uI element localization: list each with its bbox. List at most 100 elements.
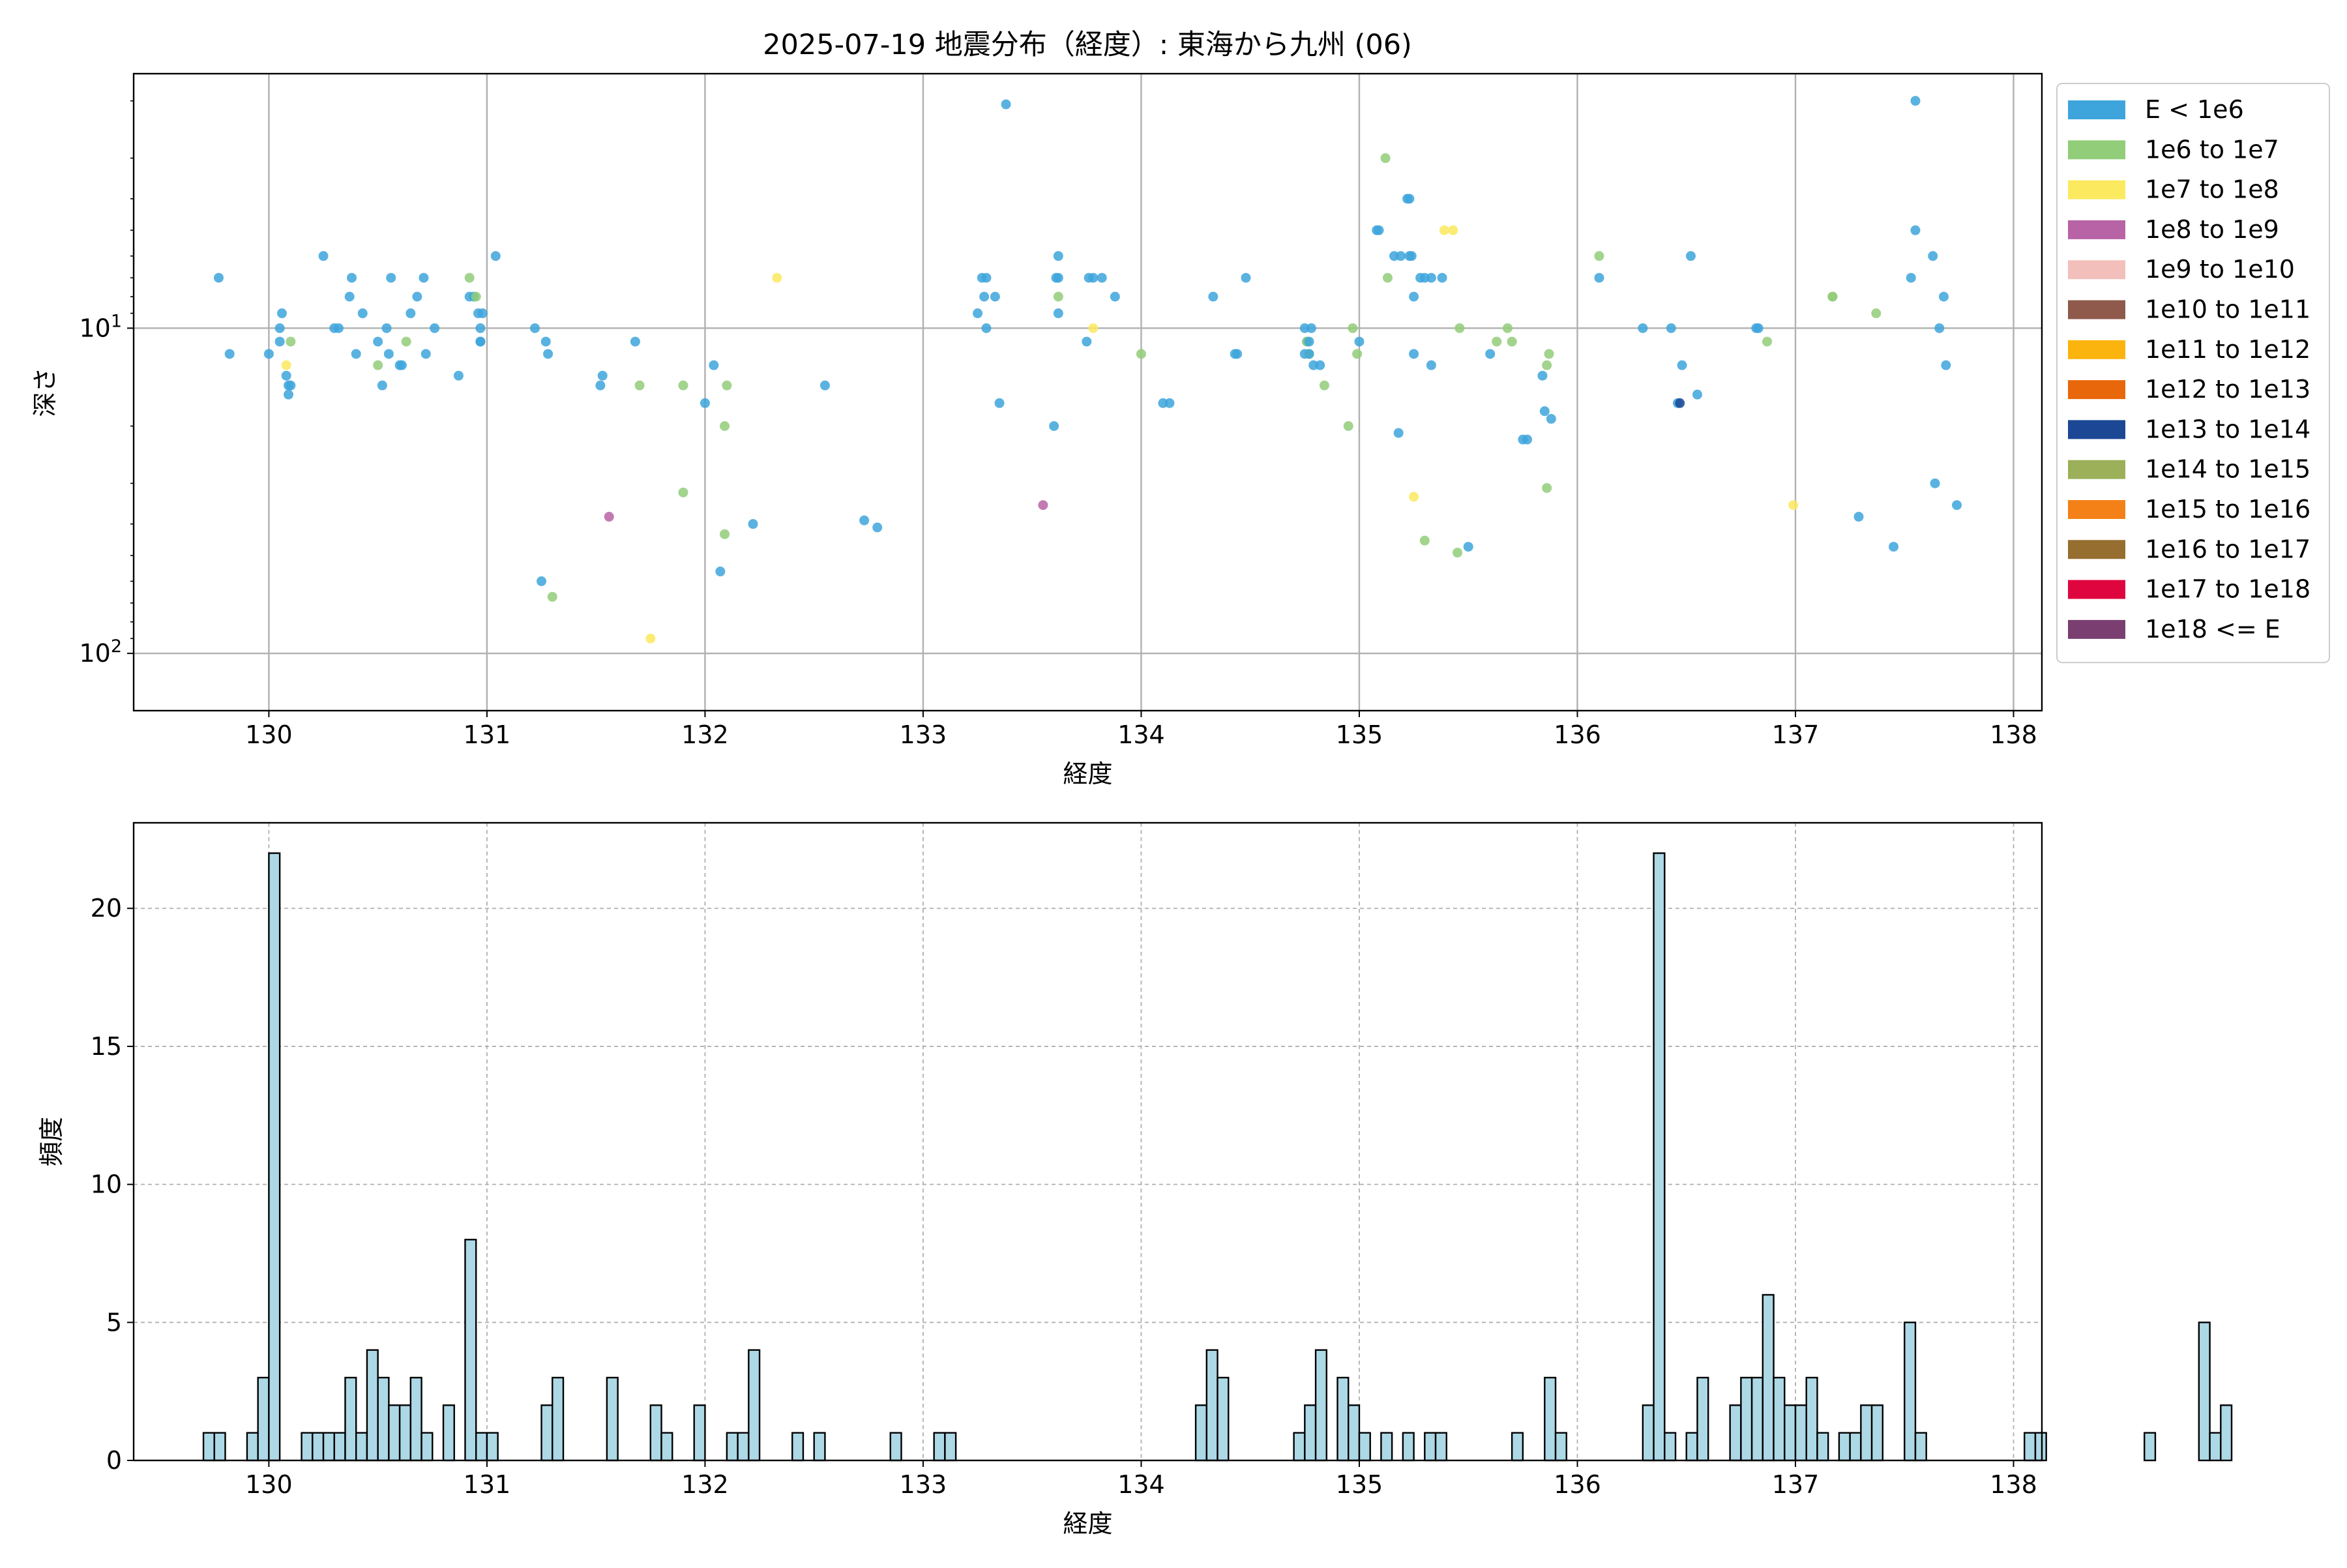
histogram-bar (1773, 1376, 1786, 1462)
legend-label: E < 1e6 (2145, 95, 2244, 124)
scatter-point (1941, 360, 1951, 370)
y-tick-label: 101 (79, 311, 122, 342)
scatter-point (1409, 492, 1419, 502)
histogram-bar (2209, 1432, 2222, 1462)
plot-frame (132, 72, 2043, 712)
histogram-bar (889, 1432, 902, 1462)
scatter-point (1542, 482, 1552, 493)
histogram-bar (791, 1432, 804, 1462)
x-tick-label: 136 (1554, 1470, 1601, 1499)
scatter-point (1492, 336, 1502, 347)
histogram-bar (1642, 1404, 1655, 1462)
histogram-bar (398, 1404, 412, 1462)
scatter-point (1485, 349, 1496, 359)
histogram-bar (355, 1432, 368, 1462)
histogram-bar (1194, 1404, 1208, 1462)
histogram-bar (737, 1432, 750, 1462)
y-tick-label: 20 (91, 894, 122, 923)
histogram-bar (1205, 1349, 1218, 1462)
scatter-point (1542, 360, 1552, 370)
scatter-point (1053, 273, 1063, 283)
histogram-bar (1653, 852, 1666, 1462)
scatter-point (715, 567, 726, 577)
scatter-point (720, 529, 730, 539)
legend-label: 1e10 to 1e11 (2145, 295, 2310, 324)
histogram-bar (660, 1432, 673, 1462)
histogram-bar (442, 1404, 455, 1462)
scatter-point (1053, 251, 1063, 261)
scatter-point (1853, 512, 1864, 522)
scatter-point (981, 273, 992, 283)
histogram-bar (377, 1376, 390, 1462)
scatter-point (406, 308, 416, 319)
histogram-bar (1816, 1432, 1829, 1462)
histogram-bar (202, 1432, 215, 1462)
legend-label: 1e13 to 1e14 (2145, 415, 2310, 443)
scatter-point (1934, 323, 1945, 333)
scatter-point (1088, 273, 1099, 283)
scatter-point (1889, 542, 1899, 552)
histogram-bar (464, 1239, 477, 1462)
histogram-bar (1664, 1432, 1677, 1462)
histogram-bar (944, 1432, 957, 1462)
scatter-point (990, 291, 1000, 302)
scatter-point (274, 323, 285, 333)
scatter-point (1454, 323, 1465, 333)
scatter-point (1406, 251, 1417, 261)
histogram-bar (312, 1432, 325, 1462)
scatter-point (1409, 349, 1419, 359)
histogram-bar (322, 1432, 335, 1462)
scatter-point (722, 380, 732, 391)
x-tick-label: 135 (1336, 1470, 1383, 1499)
scatter-point (1396, 251, 1406, 261)
histogram-bar (1685, 1432, 1698, 1462)
scatter-point (1315, 360, 1325, 370)
histogram-bar (257, 1376, 270, 1462)
scatter-point (709, 360, 719, 370)
x-tick-label: 138 (1990, 1470, 2037, 1499)
scatter-point (1164, 398, 1175, 408)
scatter-point (1304, 349, 1314, 359)
scatter-point (1380, 153, 1391, 164)
legend-swatch (2068, 220, 2125, 239)
scatter-point (1546, 413, 1556, 424)
scatter-point (1241, 273, 1251, 283)
scatter-point (530, 323, 540, 333)
scatter-point (819, 380, 830, 391)
histogram-bar (1554, 1432, 1567, 1462)
histogram-bar (813, 1432, 826, 1462)
scatter-point (1419, 535, 1430, 546)
scatter-point (872, 522, 883, 533)
scatter-point (678, 380, 688, 391)
legend-swatch (2068, 260, 2125, 280)
x-tick-label: 135 (1336, 720, 1383, 749)
histogram-bar (748, 1349, 761, 1462)
scatter-point (1594, 273, 1604, 283)
histogram-bar (540, 1404, 554, 1462)
scatter-point (630, 336, 640, 347)
y-tick-label: 15 (91, 1032, 122, 1061)
legend-swatch (2068, 140, 2125, 160)
scatter-point (1343, 421, 1353, 431)
histogram-bar (2198, 1322, 2211, 1462)
histogram-bar (1336, 1376, 1350, 1462)
x-tick-label: 134 (1117, 720, 1165, 749)
histogram-bar (333, 1432, 346, 1462)
x-tick-label: 130 (245, 720, 293, 749)
histogram-bar (475, 1432, 488, 1462)
legend-label: 1e6 to 1e7 (2145, 135, 2279, 164)
scatter-point (1409, 291, 1419, 302)
scatter-point (1393, 428, 1404, 438)
x-tick-label: 132 (681, 1470, 729, 1499)
scatter-point (1053, 308, 1063, 319)
scatter-point (1439, 225, 1449, 235)
legend-label: 1e11 to 1e12 (2145, 335, 2310, 364)
scatter-point (1082, 336, 1092, 347)
scatter-point (281, 360, 291, 370)
scatter-point (401, 336, 411, 347)
scatter-point (1136, 349, 1146, 359)
histogram-bar (1870, 1404, 1884, 1462)
scatter-point (1348, 323, 1358, 333)
histogram-bar (409, 1376, 422, 1462)
